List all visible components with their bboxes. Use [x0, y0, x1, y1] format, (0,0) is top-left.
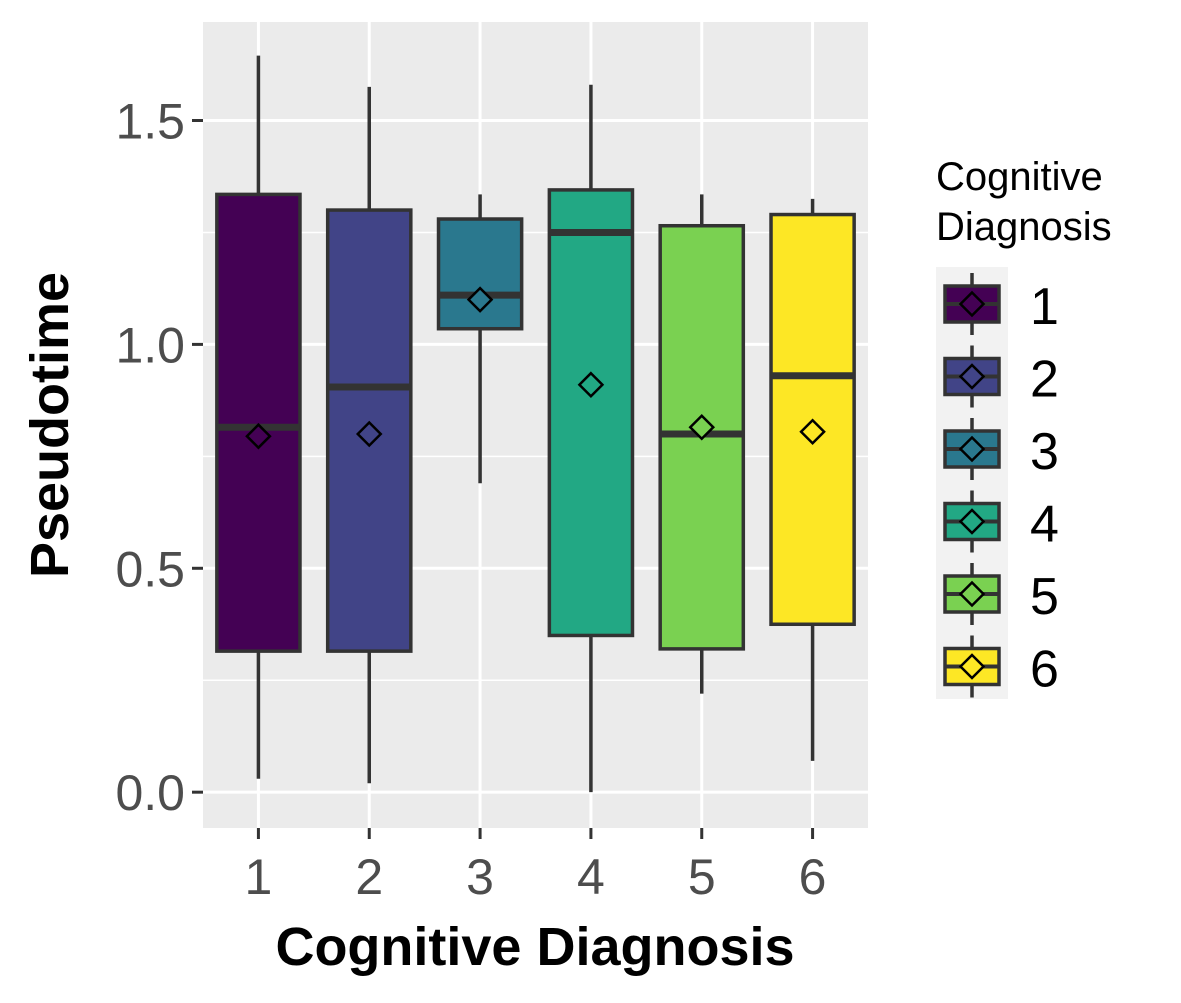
box-group-5	[658, 194, 746, 694]
legend-mean-marker	[958, 435, 986, 463]
legend-item-1: 1	[943, 273, 1059, 336]
legend-mean-marker	[958, 363, 986, 390]
legend-mean-marker	[958, 580, 986, 608]
y-tick-label: 0.5	[115, 541, 185, 597]
mean-marker	[577, 371, 605, 398]
legend-item-6: 6	[943, 635, 1059, 699]
legend-label: 3	[1030, 423, 1059, 481]
x-tick-label: 6	[799, 849, 827, 905]
box-group-1	[215, 55, 302, 779]
legend-items: 1 2 3 4 5 6	[943, 273, 1059, 699]
legend-title-line-2: Diagnosis	[936, 205, 1112, 249]
x-tick-label: 5	[688, 849, 716, 905]
legend-label: 1	[1030, 278, 1059, 336]
mean-marker	[688, 413, 716, 441]
legend-item-4: 4	[943, 490, 1059, 554]
y-axis-title: Pseudotime	[20, 272, 80, 578]
y-tick-label: 1.5	[115, 94, 185, 150]
legend-label: 4	[1030, 496, 1059, 554]
x-axis: 1 2 3 4 5 6	[245, 828, 827, 905]
legend-mean-marker	[958, 508, 986, 535]
legend-mean-marker	[958, 653, 986, 680]
x-axis-title: Cognitive Diagnosis	[275, 917, 794, 977]
boxes	[215, 55, 856, 793]
mean-marker	[799, 418, 826, 445]
box	[215, 192, 302, 653]
plot-panel	[203, 22, 868, 828]
box	[547, 188, 635, 638]
legend-key-background	[936, 267, 1008, 699]
grid-minor	[203, 231, 868, 681]
x-tick-label: 2	[355, 849, 383, 905]
legend-label: 2	[1030, 351, 1059, 409]
legend-mean-marker	[958, 290, 986, 318]
box-group-3	[436, 194, 524, 484]
legend-label: 6	[1030, 641, 1059, 699]
legend-title-line-1: Cognitive	[936, 155, 1103, 199]
x-tick-label: 3	[466, 849, 494, 905]
mean-marker	[355, 420, 383, 448]
legend-item-5: 5	[943, 563, 1059, 626]
legend: Cognitive Diagnosis 1 2 3 4 5 6	[936, 155, 1112, 699]
legend-label: 5	[1030, 568, 1059, 626]
y-axis: 0.0 0.5 1.0 1.5	[115, 94, 203, 821]
box-group-2	[325, 86, 413, 784]
box-group-6	[769, 198, 856, 761]
legend-item-3: 3	[943, 418, 1059, 481]
legend-item-2: 2	[943, 345, 1059, 409]
mean-marker	[245, 422, 272, 450]
mean-marker	[466, 286, 494, 313]
box-group-4	[547, 84, 635, 793]
x-tick-label: 4	[577, 849, 605, 905]
x-tick-label: 1	[245, 849, 273, 905]
y-tick-label: 0.0	[115, 765, 185, 821]
y-tick-label: 1.0	[115, 317, 185, 373]
